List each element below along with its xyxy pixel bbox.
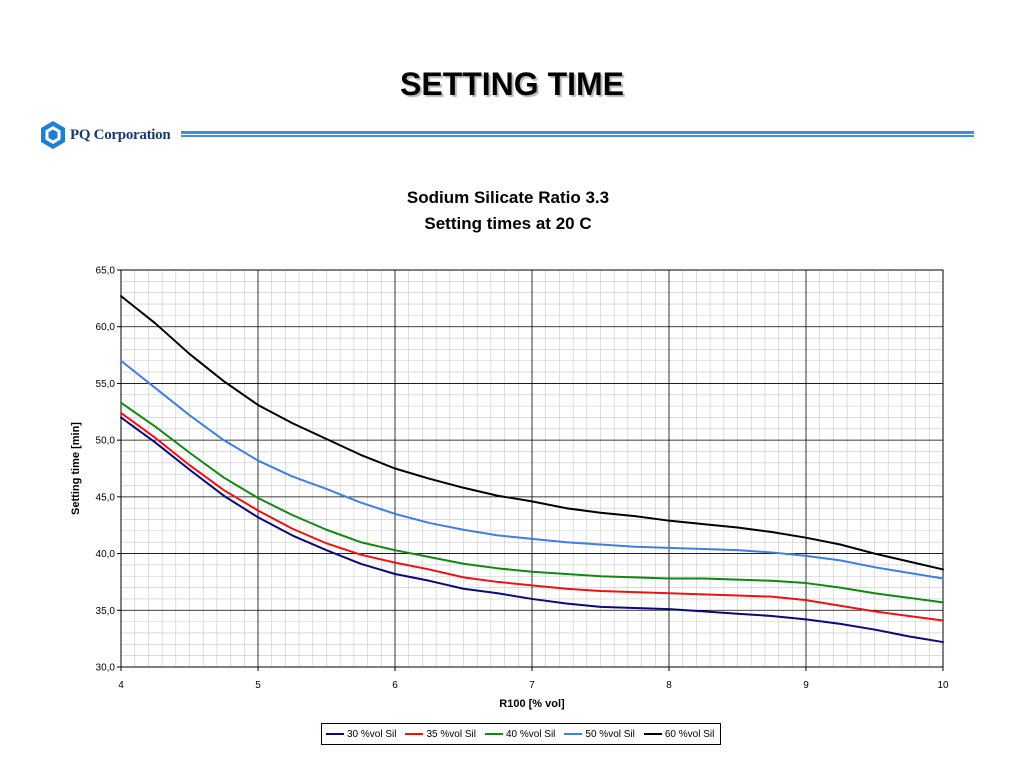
- legend-item-1: 30 %vol Sil: [326, 729, 396, 740]
- legend-label: 40 %vol Sil: [505, 728, 556, 740]
- logo-text: PQ Corporation: [70, 126, 171, 143]
- y-tick-label: 30,0: [96, 663, 116, 674]
- series-lines: [120, 295, 944, 644]
- y-tick-label: 65,0: [96, 266, 116, 277]
- chart-title: Sodium Silicate Ratio 3.3 Setting times …: [0, 185, 1016, 237]
- legend-label: 30 %vol Sil: [347, 728, 397, 740]
- series-line-3: [120, 401, 944, 604]
- series-line-4: [120, 359, 944, 580]
- x-axis-ticks: 4 5 6 7 8 9 10: [118, 667, 949, 691]
- legend-swatch: [326, 733, 344, 735]
- pq-hexagon-logo-icon: [41, 121, 65, 149]
- legend-swatch: [643, 733, 662, 735]
- chart-title-line-2: Setting times at 20 C: [424, 214, 592, 233]
- y-tick-label: 40,0: [96, 549, 116, 560]
- slide-title: SETTING TIME: [400, 66, 624, 102]
- legend-label: 50 %vol Sil: [585, 728, 635, 740]
- header-rule: [181, 131, 974, 138]
- x-tick-label: 10: [937, 680, 949, 691]
- y-axis-label: Setting time [min]: [70, 422, 82, 515]
- legend-item-3: 40 %vol Sil: [484, 728, 556, 740]
- series-line-5: [120, 295, 944, 571]
- x-tick-label: 4: [118, 680, 124, 691]
- legend-item-5: 60 %vol Sil: [643, 728, 715, 740]
- x-axis-label: R100 [% vol]: [499, 698, 565, 710]
- x-tick-label: 8: [666, 680, 672, 691]
- legend-swatch: [405, 733, 424, 735]
- y-axis-ticks: 30,0 35,0 40,0 45,0 50,0 55,0 60,0 65,0: [96, 266, 121, 674]
- y-tick-label: 35,0: [96, 606, 116, 617]
- legend-label: 60 %vol Sil: [664, 728, 715, 740]
- x-tick-label: 7: [529, 680, 535, 691]
- legend-item-2: 35 %vol Sil: [405, 728, 476, 740]
- company-logo: PQ Corporation: [40, 118, 171, 152]
- legend-swatch: [564, 733, 583, 735]
- legend-item-4: 50 %vol Sil: [564, 728, 635, 740]
- y-tick-label: 55,0: [96, 379, 116, 390]
- y-tick-label: 60,0: [96, 322, 116, 333]
- x-tick-label: 6: [392, 680, 398, 691]
- series-line-2: [120, 411, 944, 622]
- y-tick-label: 45,0: [96, 492, 116, 503]
- chart-title-line-1: Sodium Silicate Ratio 3.3: [406, 188, 610, 207]
- x-tick-label: 9: [803, 680, 809, 691]
- series-line-1: [120, 416, 944, 644]
- chart-legend: 30 %vol Sil 35 %vol Sil 40 %vol Sil 50 %vol…: [321, 723, 722, 745]
- legend-swatch: [484, 733, 503, 735]
- x-tick-label: 5: [255, 680, 261, 691]
- legend-label: 35 %vol Sil: [426, 728, 476, 740]
- y-tick-label: 50,0: [96, 436, 116, 447]
